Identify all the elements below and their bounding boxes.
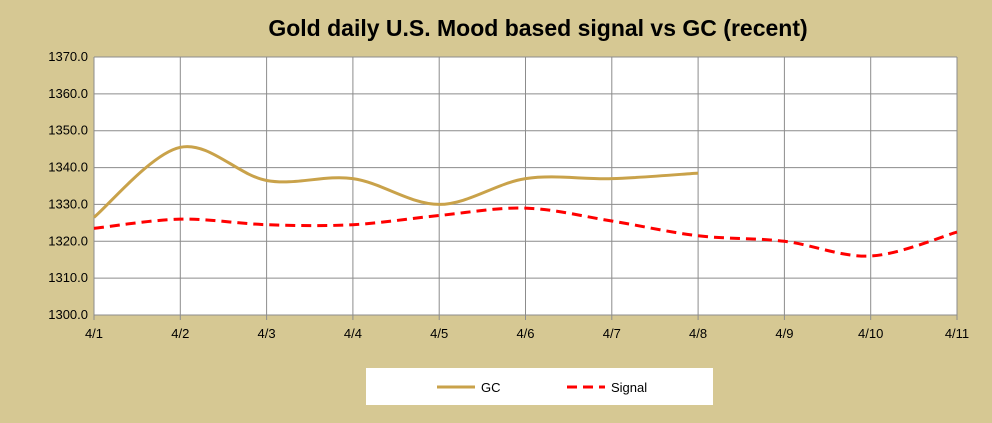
- legend-box: [366, 368, 713, 405]
- y-tick-label: 1320.0: [48, 233, 88, 248]
- series-line-signal: [93, 206, 958, 258]
- x-tick-label: 4/10: [858, 326, 883, 341]
- legend-label-signal: Signal: [611, 380, 647, 395]
- x-tick-label: 4/8: [689, 326, 707, 341]
- x-tick-label: 4/5: [430, 326, 448, 341]
- x-tick-label: 4/4: [344, 326, 362, 341]
- series-lines: [93, 145, 958, 258]
- legend: GC Signal: [366, 368, 713, 405]
- chart-title: Gold daily U.S. Mood based signal vs GC …: [268, 15, 807, 41]
- x-tick-label: 4/2: [171, 326, 189, 341]
- y-tick-label: 1360.0: [48, 86, 88, 101]
- legend-label-gc: GC: [481, 380, 501, 395]
- y-tick-label: 1370.0: [48, 49, 88, 64]
- x-tick-label: 4/9: [775, 326, 793, 341]
- y-tick-label: 1340.0: [48, 160, 88, 175]
- x-tick-label: 4/1: [85, 326, 103, 341]
- x-tick-label: 4/7: [603, 326, 621, 341]
- x-tick-label: 4/3: [258, 326, 276, 341]
- y-tick-label: 1300.0: [48, 307, 88, 322]
- y-tick-label: 1330.0: [48, 196, 88, 211]
- y-tick-label: 1310.0: [48, 270, 88, 285]
- series-line-gc: [93, 145, 699, 219]
- y-tick-label: 1350.0: [48, 123, 88, 138]
- axes: [93, 57, 958, 320]
- tick-labels: 1300.0 1310.0 1320.0 1330.0 1340.0 1350.0 1360…: [48, 49, 969, 341]
- x-tick-label: 4/6: [516, 326, 534, 341]
- gridlines: [94, 56, 958, 315]
- x-tick-label: 4/11: [945, 326, 969, 341]
